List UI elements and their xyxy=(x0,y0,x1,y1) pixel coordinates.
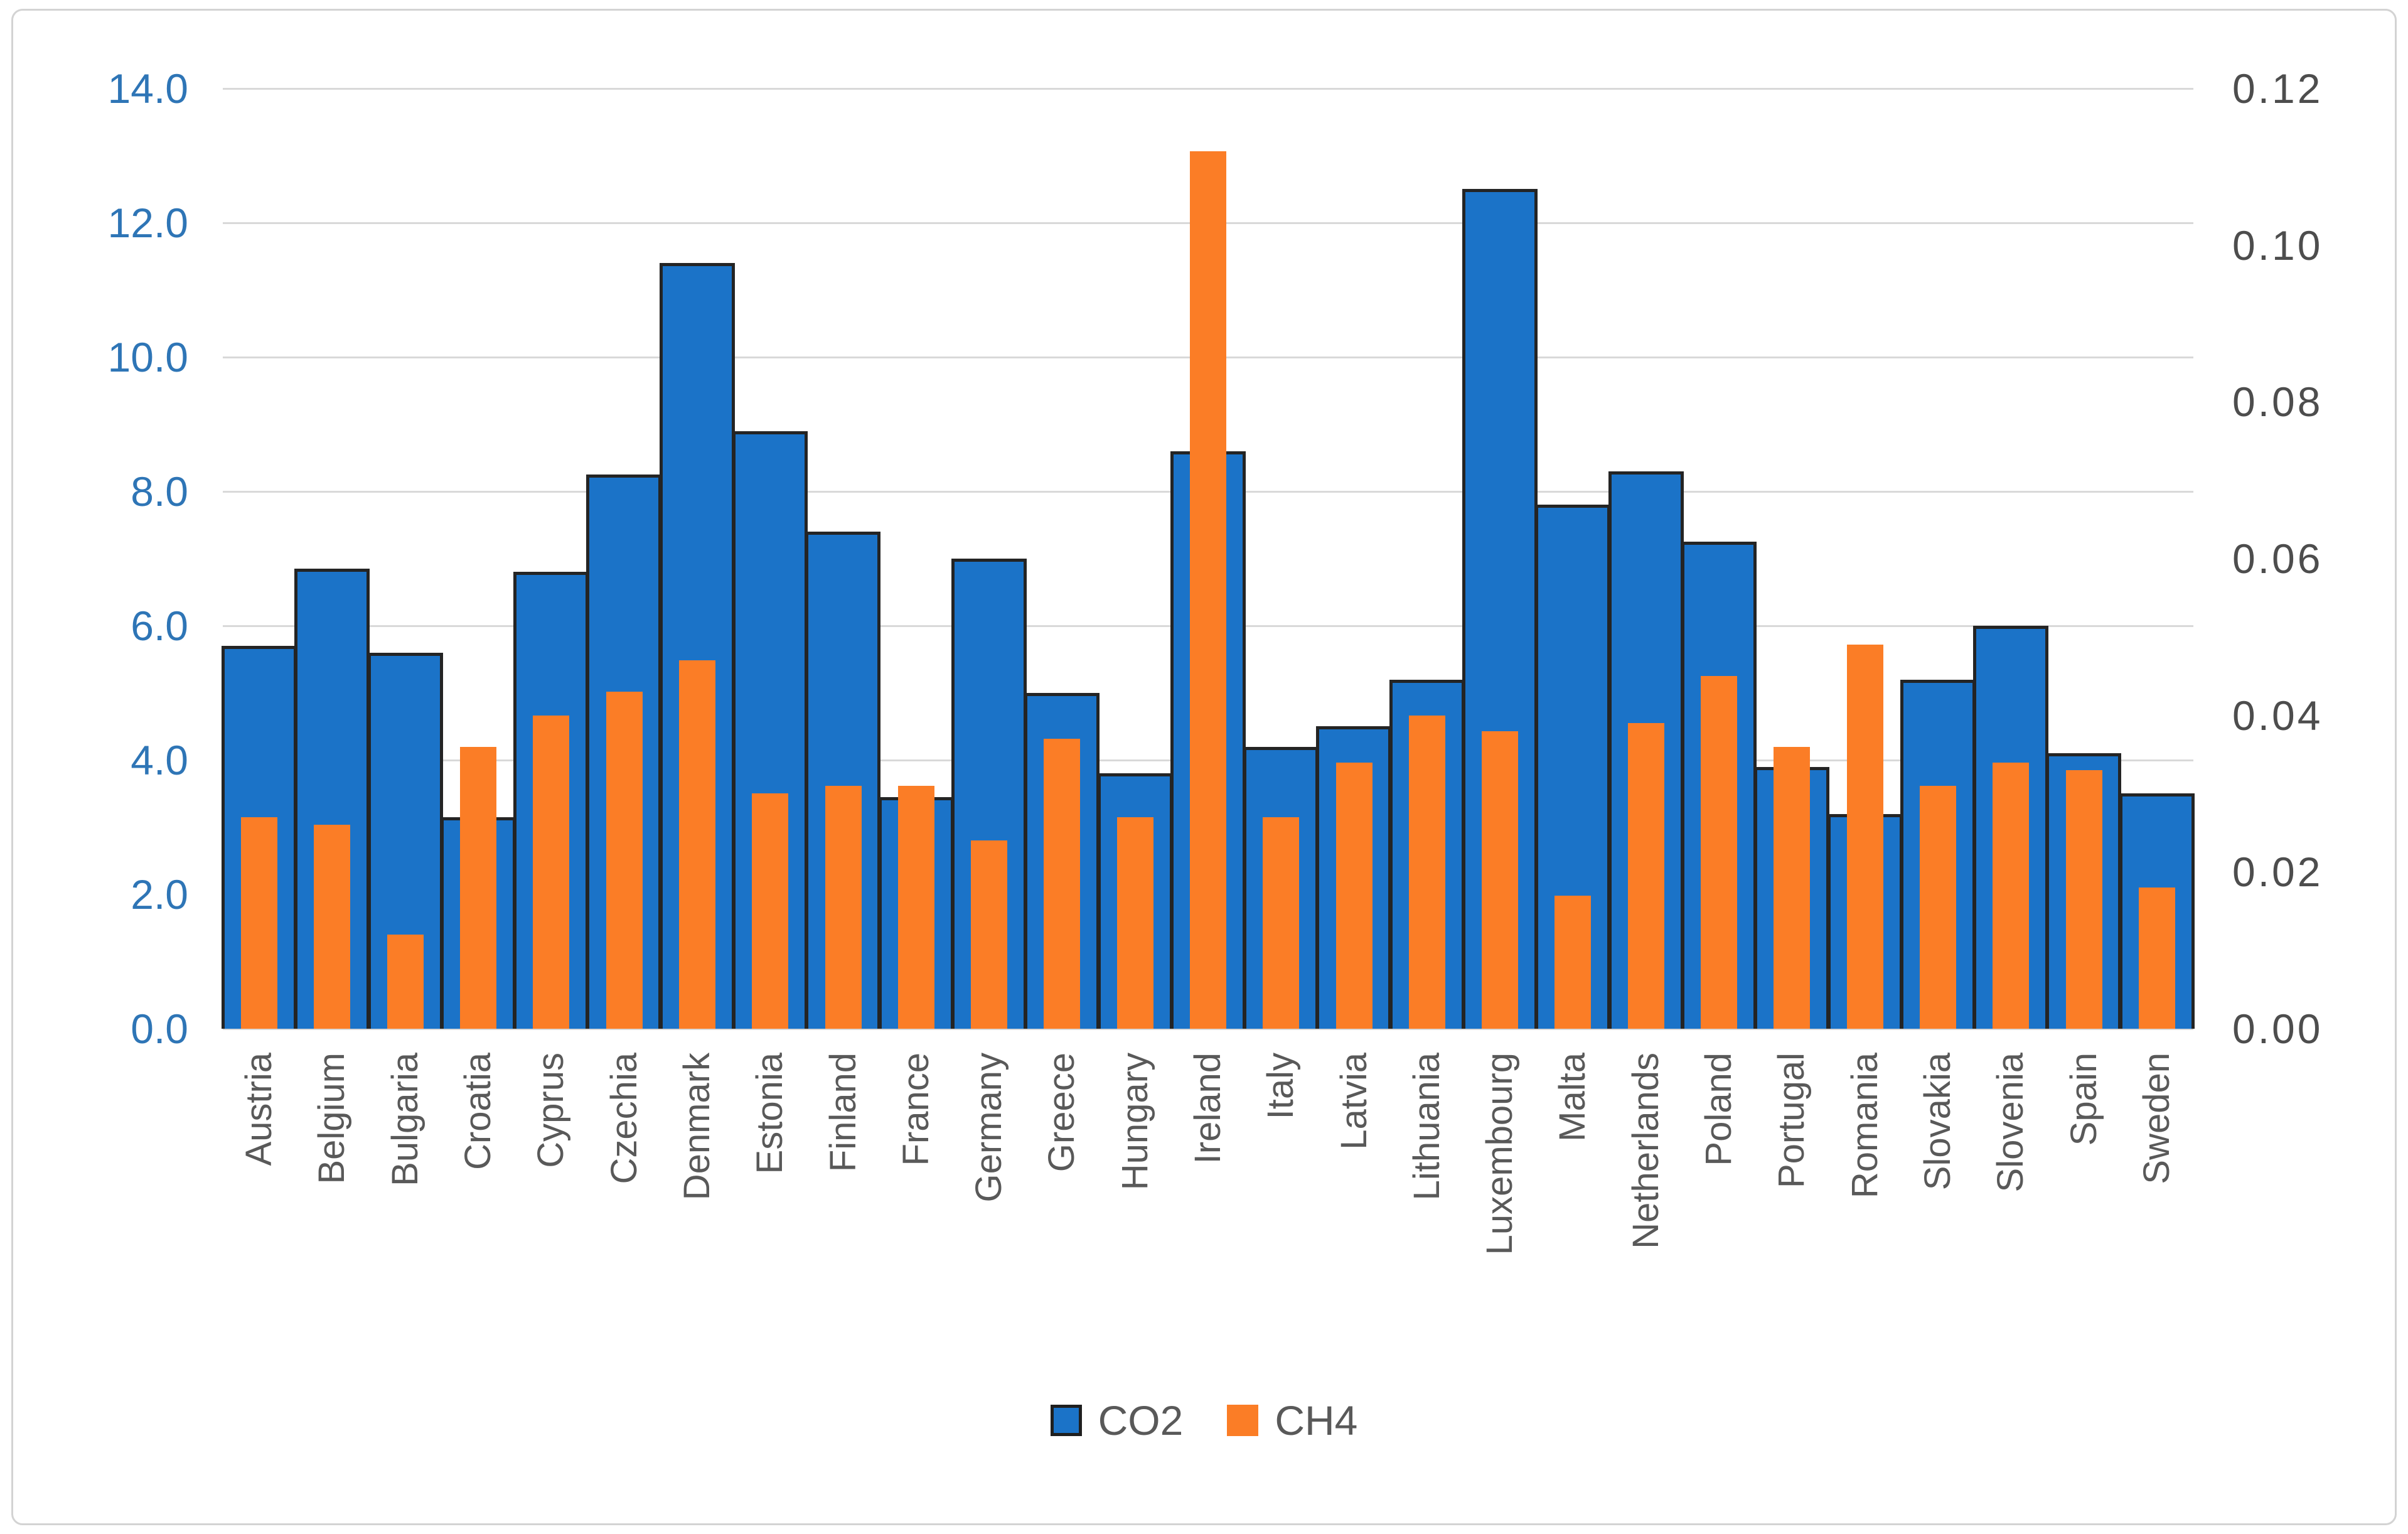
category-label-bulgaria: Bulgaria xyxy=(385,1053,425,1186)
bar-ch4-denmark xyxy=(679,660,715,1029)
legend-item-co2: CO2 xyxy=(1050,1397,1184,1444)
category-label-czechia: Czechia xyxy=(604,1053,645,1184)
legend-item-ch4: CH4 xyxy=(1227,1398,1357,1442)
left-tick-6.0: 6.0 xyxy=(131,603,188,649)
left-tick-0.0: 0.0 xyxy=(131,1006,188,1052)
category-label-ireland: Ireland xyxy=(1187,1053,1228,1164)
category-label-denmark: Denmark xyxy=(677,1053,717,1201)
right-tick-0.08: 0.08 xyxy=(2232,378,2323,425)
bar-ch4-bulgaria xyxy=(387,935,424,1029)
bar-ch4-czechia xyxy=(606,692,643,1029)
category-label-poland: Poland xyxy=(1698,1053,1739,1166)
left-tick-10.0: 10.0 xyxy=(107,334,188,380)
plot-area xyxy=(222,88,2195,1030)
bar-ch4-cyprus xyxy=(533,716,569,1029)
legend: CO2 CH4 xyxy=(0,1398,2408,1442)
right-tick-0.02: 0.02 xyxy=(2232,849,2323,895)
bar-ch4-romania xyxy=(1847,645,1883,1029)
right-tick-0.10: 0.10 xyxy=(2232,222,2323,269)
category-label-italy: Italy xyxy=(1260,1053,1301,1120)
category-label-finland: Finland xyxy=(823,1053,864,1172)
category-label-malta: Malta xyxy=(1552,1053,1593,1142)
category-label-greece: Greece xyxy=(1041,1053,1082,1172)
bar-ch4-italy xyxy=(1263,817,1299,1029)
left-tick-12.0: 12.0 xyxy=(107,200,188,246)
category-label-croatia: Croatia xyxy=(458,1053,498,1170)
category-label-latvia: Latvia xyxy=(1334,1053,1374,1150)
right-tick-0.12: 0.12 xyxy=(2232,65,2323,112)
left-tick-4.0: 4.0 xyxy=(131,737,188,783)
bar-ch4-germany xyxy=(971,840,1007,1029)
right-tick-0.00: 0.00 xyxy=(2232,1006,2323,1052)
category-label-romania: Romania xyxy=(1844,1053,1885,1199)
category-label-slovakia: Slovakia xyxy=(1917,1053,1958,1191)
bar-ch4-croatia xyxy=(460,747,496,1029)
category-label-portugal: Portugal xyxy=(1771,1053,1812,1189)
bar-ch4-belgium xyxy=(314,825,350,1029)
bar-ch4-ireland xyxy=(1190,151,1226,1029)
legend-label-ch4: CH4 xyxy=(1275,1397,1358,1444)
bar-ch4-spain xyxy=(2066,770,2102,1029)
bar-ch4-portugal xyxy=(1774,747,1810,1029)
x-axis-line xyxy=(223,1028,2193,1030)
category-label-belgium: Belgium xyxy=(311,1053,352,1184)
bar-ch4-luxembourg xyxy=(1482,731,1518,1029)
legend-swatch-co2 xyxy=(1050,1405,1082,1436)
category-label-germany: Germany xyxy=(968,1053,1009,1203)
left-tick-8.0: 8.0 xyxy=(131,468,188,515)
bar-ch4-malta xyxy=(1554,896,1591,1029)
bar-ch4-hungary xyxy=(1117,817,1153,1029)
bar-ch4-greece xyxy=(1044,739,1080,1029)
category-label-slovenia: Slovenia xyxy=(1990,1053,2031,1193)
bar-ch4-slovenia xyxy=(1993,763,2029,1029)
right-tick-0.06: 0.06 xyxy=(2232,535,2323,582)
bar-ch4-austria xyxy=(241,817,277,1029)
category-label-france: France xyxy=(896,1053,936,1166)
bar-ch4-slovakia xyxy=(1920,786,1956,1029)
category-label-spain: Spain xyxy=(2063,1053,2104,1146)
bar-ch4-netherlands xyxy=(1628,723,1664,1029)
category-label-austria: Austria xyxy=(238,1053,279,1166)
category-label-sweden: Sweden xyxy=(2136,1053,2177,1184)
bar-ch4-france xyxy=(898,786,934,1029)
bar-ch4-latvia xyxy=(1336,763,1373,1029)
category-label-luxembourg: Luxembourg xyxy=(1479,1053,1520,1255)
bar-ch4-sweden xyxy=(2139,888,2175,1029)
bar-ch4-estonia xyxy=(752,793,788,1029)
category-label-hungary: Hungary xyxy=(1115,1053,1155,1191)
category-label-lithuania: Lithuania xyxy=(1406,1053,1447,1201)
right-tick-0.04: 0.04 xyxy=(2232,692,2323,739)
left-tick-14.0: 14.0 xyxy=(107,65,188,112)
bar-ch4-finland xyxy=(825,786,862,1029)
legend-swatch-ch4 xyxy=(1227,1405,1259,1436)
category-label-estonia: Estonia xyxy=(749,1053,790,1174)
left-tick-2.0: 2.0 xyxy=(131,871,188,918)
category-label-netherlands: Netherlands xyxy=(1625,1053,1666,1249)
gridline xyxy=(223,88,2193,90)
bar-ch4-poland xyxy=(1701,676,1737,1029)
bar-ch4-lithuania xyxy=(1409,716,1445,1029)
legend-label-co2: CO2 xyxy=(1098,1397,1184,1444)
category-label-cyprus: Cyprus xyxy=(530,1053,571,1168)
